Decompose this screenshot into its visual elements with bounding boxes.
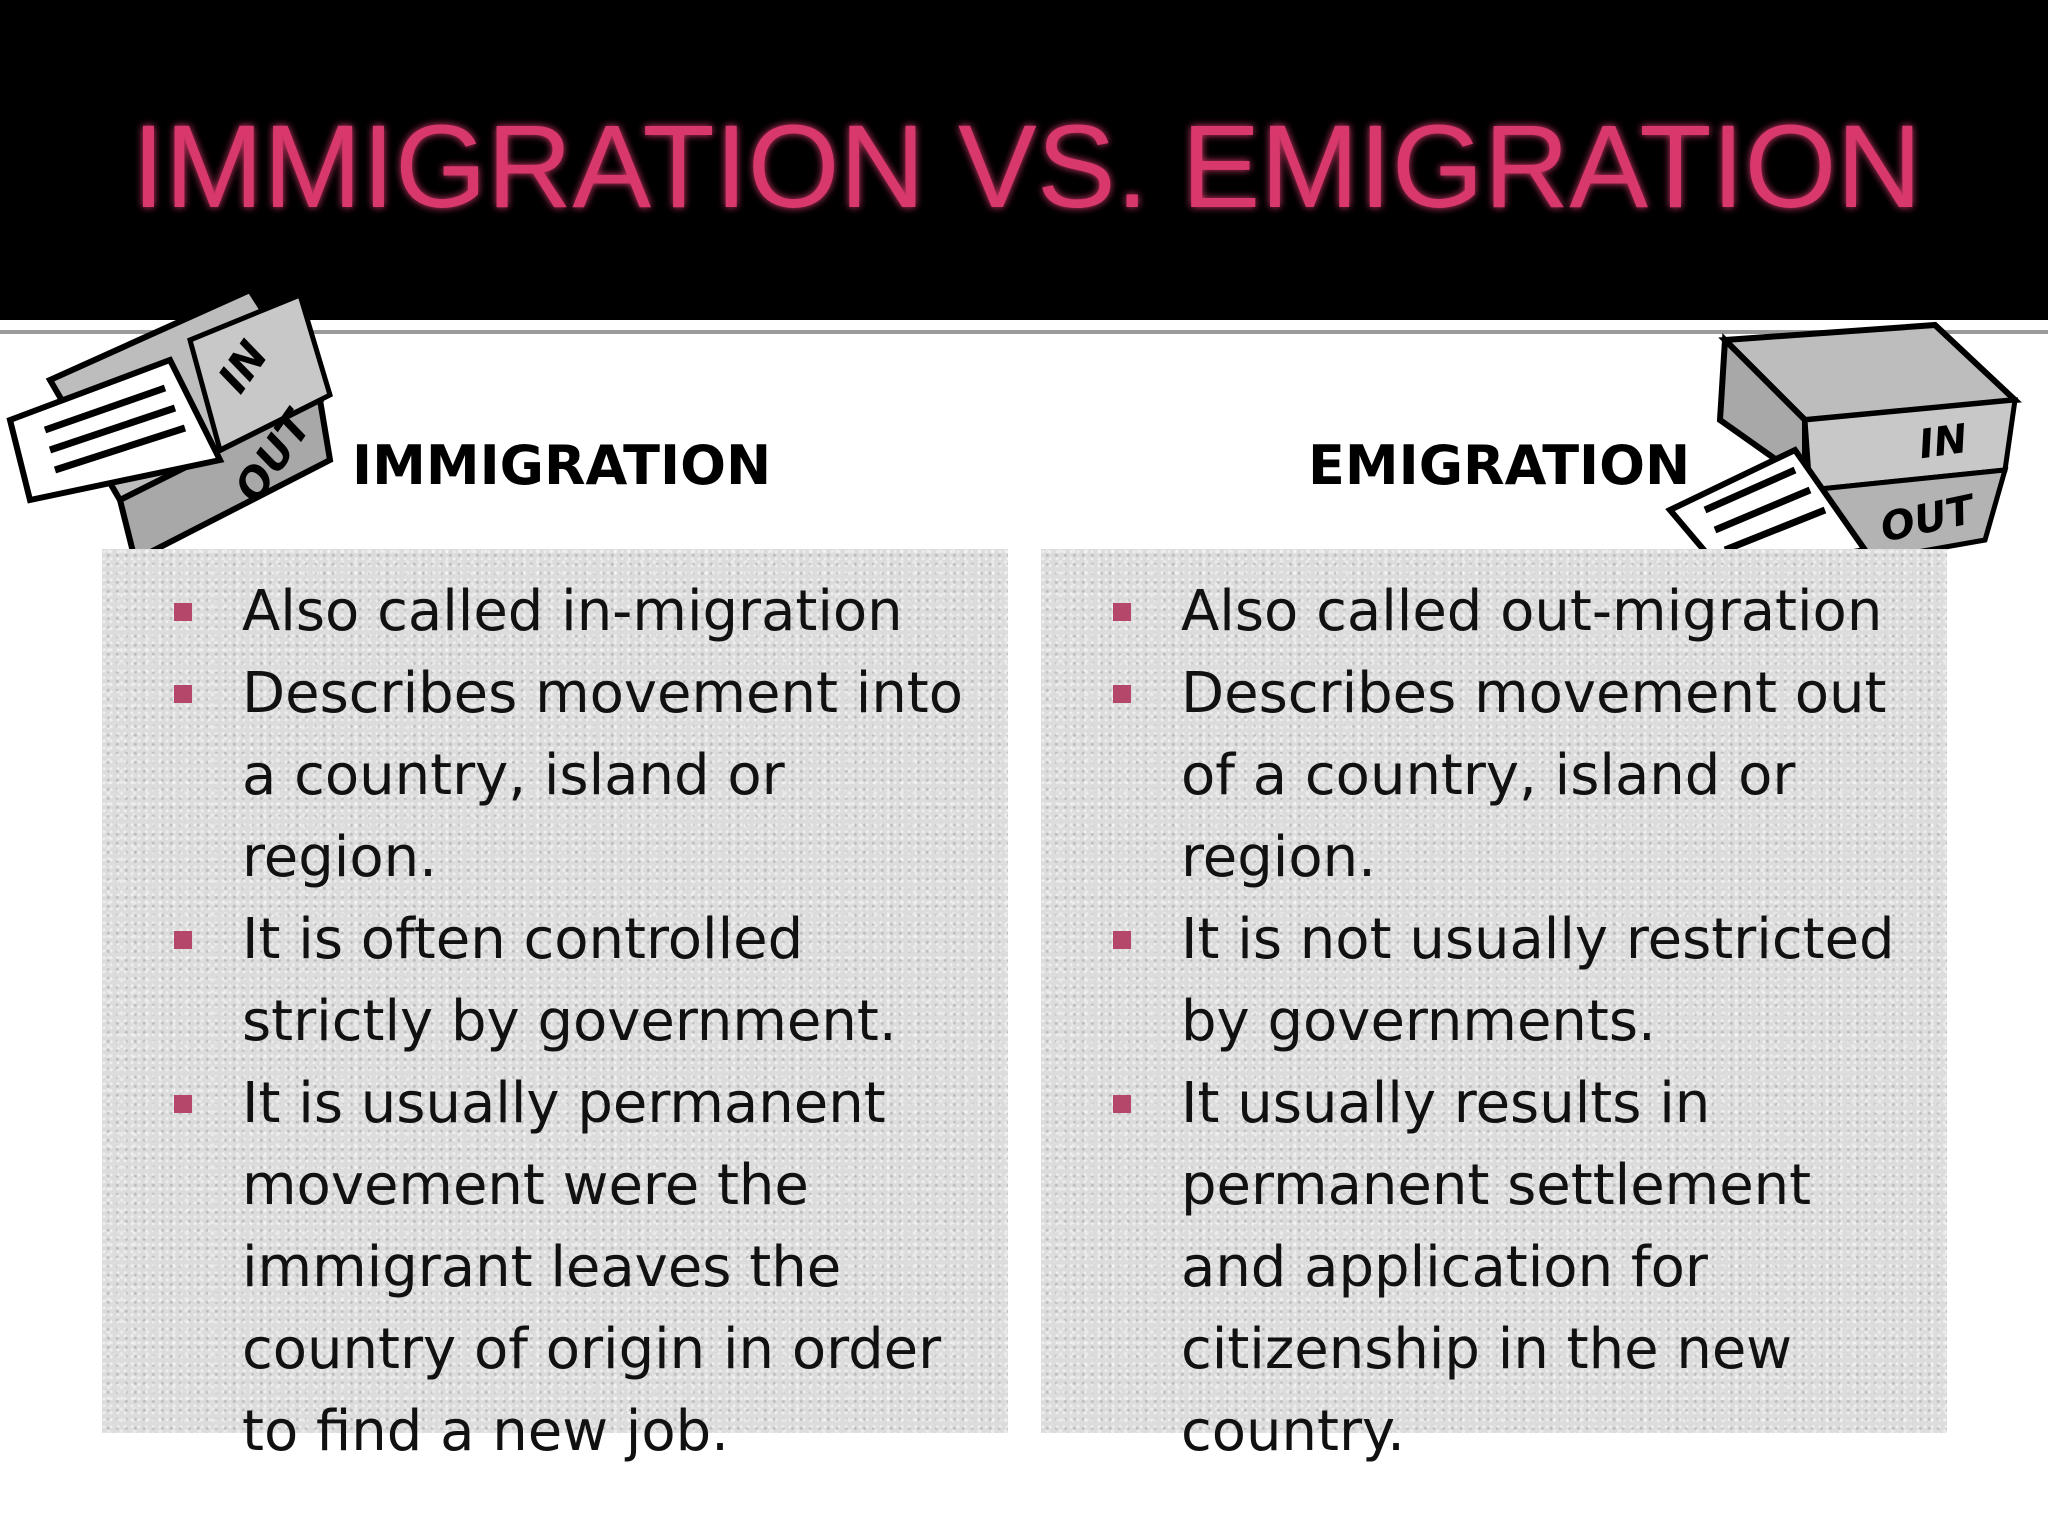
bullet-item: Also called in-migration (174, 571, 988, 653)
bullet-item: Also called out-migration (1113, 571, 1927, 653)
bullet-marker (174, 1095, 192, 1113)
bullet-marker (1113, 931, 1131, 949)
bullet-marker (174, 685, 192, 703)
header-bar (0, 0, 2048, 320)
bullet-text: Describes movement into a country, islan… (242, 661, 964, 890)
column-heading: EMIGRATION (1308, 434, 1691, 497)
bullet-marker (1113, 1095, 1131, 1113)
column-heading: IMMIGRATION (352, 434, 772, 497)
bullet-text: It is usually permanent movement were th… (242, 1071, 942, 1464)
bullet-list: Also called out-migration Describes movem… (1113, 571, 1927, 1473)
bullet-panel: Also called in-migration Describes moveme… (102, 549, 1008, 1464)
bullet-item: It is not usually restricted by governme… (1113, 899, 1927, 1063)
bullet-text: Also called out-migration (1181, 579, 1883, 644)
bullet-item: Describes movement into a country, islan… (174, 653, 988, 899)
in-out-tray-icon: IN OUT (6, 286, 334, 565)
title-svg: IMMIGRATION VS. EMIGRATION (132, 101, 1922, 233)
bullet-marker (174, 931, 192, 949)
bullet-text: It is often controlled strictly by gover… (242, 907, 897, 1054)
bullet-text: Also called in-migration (242, 579, 903, 644)
bullet-item: It is often controlled strictly by gover… (174, 899, 988, 1063)
bullet-marker (174, 603, 192, 621)
bullet-item: Describes movement out of a country, isl… (1113, 653, 1927, 899)
bullet-text: Describes movement out of a country, isl… (1181, 661, 1887, 890)
icon-label: IN (1916, 416, 1970, 468)
bullet-list: Also called in-migration Describes moveme… (174, 571, 988, 1473)
slide-title: IMMIGRATION VS. EMIGRATION (132, 101, 1922, 233)
in-out-tray-icon: IN OUT (1665, 321, 2022, 579)
header-rule (0, 330, 2048, 334)
bullet-marker (1113, 603, 1131, 621)
bullet-panel: Also called out-migration Describes movem… (1041, 549, 1947, 1464)
bullet-marker (1113, 685, 1131, 703)
bullet-item: It is usually permanent movement were th… (174, 1063, 988, 1473)
bullet-item: It usually results in permanent settleme… (1113, 1063, 1927, 1473)
bullet-text: It is not usually restricted by governme… (1181, 907, 1895, 1054)
bullet-text: It usually results in permanent settleme… (1181, 1071, 1812, 1464)
